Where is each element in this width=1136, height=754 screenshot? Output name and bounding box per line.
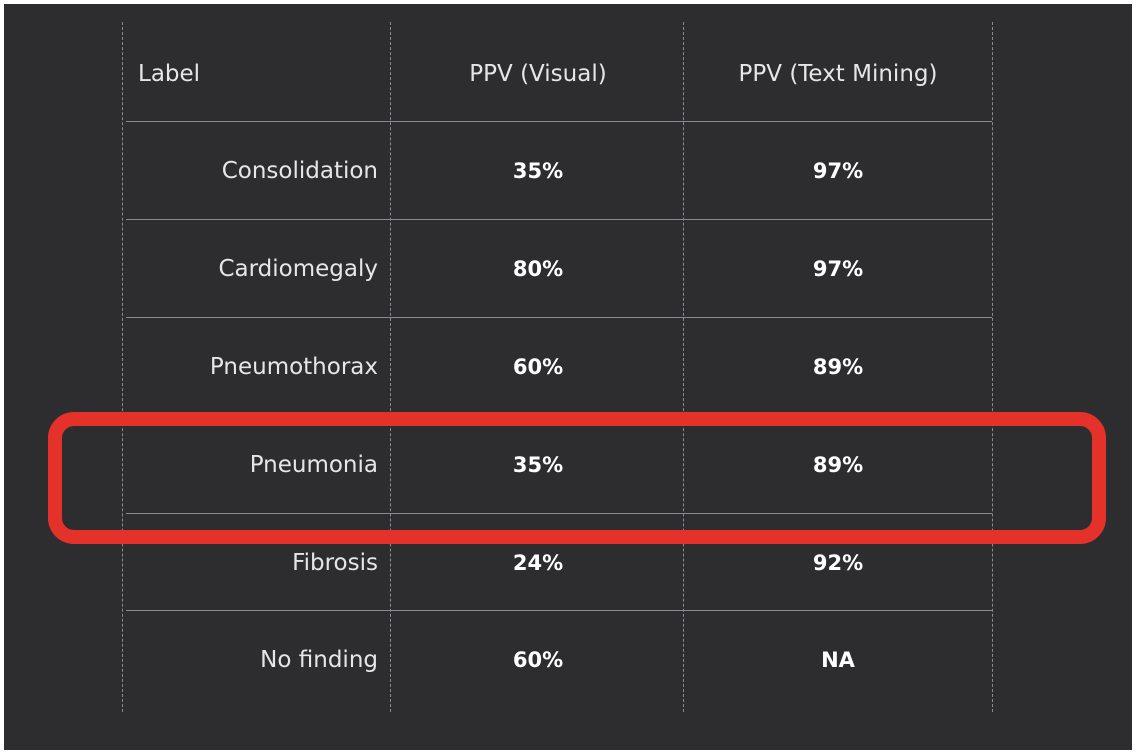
slide: Label PPV (Visual) PPV (Text Mining) Con… bbox=[4, 4, 1132, 750]
row-value-visual: 60% bbox=[512, 647, 564, 672]
row-label-pneumonia: Pneumonia bbox=[249, 451, 378, 478]
row-value-text-mining: 97% bbox=[812, 158, 864, 183]
header-ppv-visual: PPV (Visual) bbox=[469, 60, 607, 87]
row-label-cardiomegaly: Cardiomegaly bbox=[218, 255, 378, 282]
header-separator bbox=[126, 121, 992, 122]
column-guide-label-visual bbox=[390, 22, 391, 712]
row-label-no-finding: No finding bbox=[260, 646, 378, 673]
row-value-visual: 35% bbox=[512, 452, 564, 477]
row-label-pneumothorax: Pneumothorax bbox=[209, 353, 378, 380]
header-ppv-text-mining: PPV (Text Mining) bbox=[738, 60, 938, 87]
row-value-visual: 35% bbox=[512, 158, 564, 183]
header-label: Label bbox=[138, 60, 201, 87]
row-value-visual: 24% bbox=[512, 550, 564, 575]
column-guide-right bbox=[992, 22, 993, 712]
row-value-text-mining: 92% bbox=[812, 550, 864, 575]
row-value-text-mining: 89% bbox=[812, 354, 864, 379]
row-value-visual: 60% bbox=[512, 354, 564, 379]
row-label-fibrosis: Fibrosis bbox=[292, 549, 378, 576]
row-separator bbox=[126, 415, 992, 416]
column-guide-visual-text bbox=[683, 22, 684, 712]
row-label-consolidation: Consolidation bbox=[221, 157, 378, 184]
column-guide-left bbox=[122, 22, 123, 712]
row-separator bbox=[126, 610, 992, 611]
row-value-text-mining: 89% bbox=[812, 452, 864, 477]
row-separator bbox=[126, 513, 992, 514]
row-value-text-mining: 97% bbox=[812, 256, 864, 281]
row-separator bbox=[126, 317, 992, 318]
row-value-text-mining: NA bbox=[821, 647, 855, 672]
row-separator bbox=[126, 219, 992, 220]
row-value-visual: 80% bbox=[512, 256, 564, 281]
